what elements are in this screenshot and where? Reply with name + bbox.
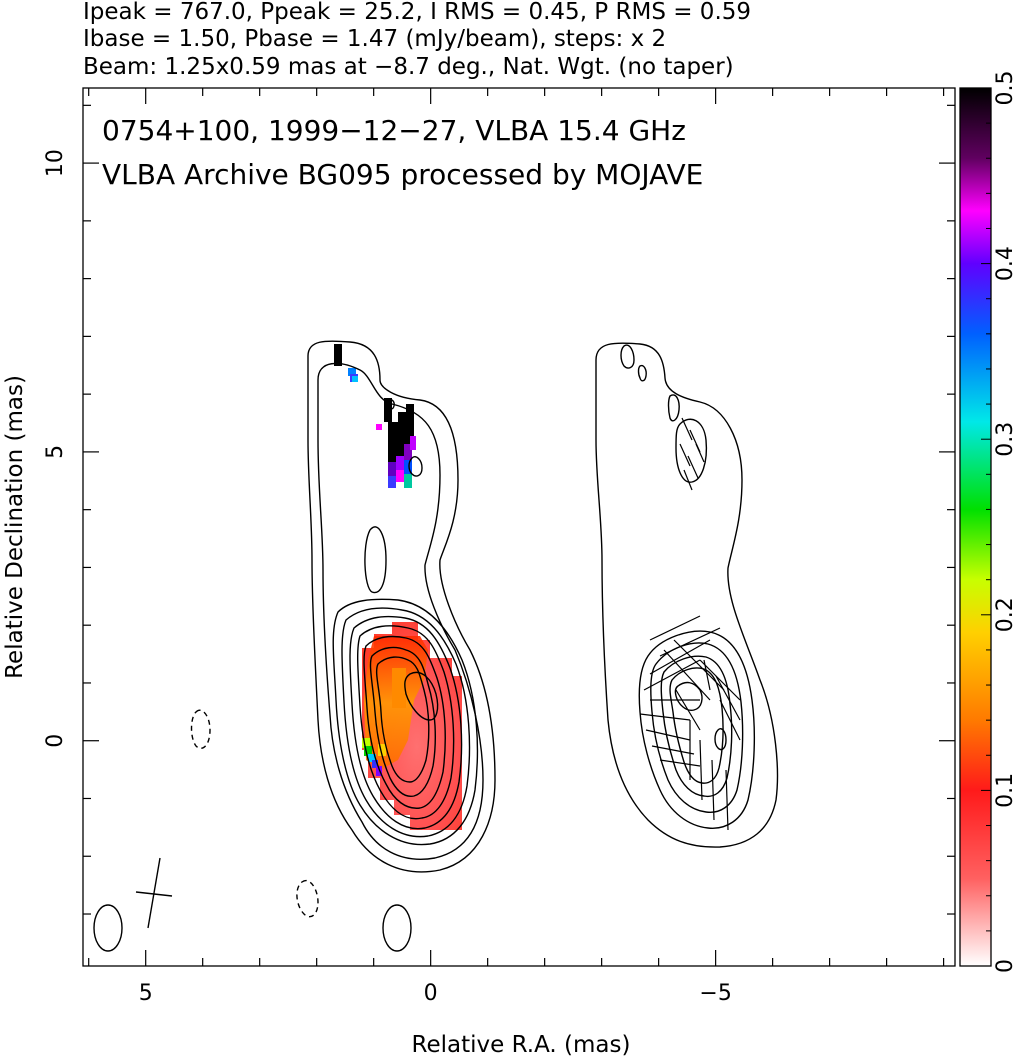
intensity-contours-left	[190, 340, 496, 918]
colorbar-tick-label: 0.2	[993, 597, 1018, 632]
chart-subtitle: VLBA Archive BG095 processed by MOJAVE	[102, 158, 703, 191]
y-tick-label: 10	[43, 149, 68, 177]
colorbar-tick-label: 0.4	[993, 246, 1018, 281]
y-tick-label: 5	[43, 445, 68, 459]
colorbar	[959, 87, 992, 967]
beam-ellipse	[93, 904, 123, 952]
polarization-scale-bar	[135, 857, 173, 929]
header-line-3: Beam: 1.25x0.59 mas at −8.7 deg., Nat. W…	[83, 54, 734, 80]
beam-ellipse-2	[382, 904, 412, 952]
colorbar-tick-label: 0.3	[993, 422, 1018, 457]
x-tick-label: 5	[139, 981, 153, 1006]
colorbar-tick-label: 0.1	[993, 773, 1018, 808]
chart-title: 0754+100, 1999−12−27, VLBA 15.4 GHz	[102, 114, 686, 147]
header-line-1: Ipeak = 767.0, Ppeak = 25.2, I RMS = 0.4…	[83, 0, 751, 25]
colorbar-tick-label: 0	[993, 959, 1018, 973]
intensity-contours-right	[595, 342, 779, 848]
colorbar-tick-label: 0.5	[993, 71, 1018, 106]
y-axis: 0 5 10	[43, 104, 955, 915]
fractional-polarization-image	[334, 344, 462, 830]
colorbar-axis: 0 0.1 0.2 0.3 0.4 0.5	[981, 71, 1018, 973]
y-axis-label: Relative Declination (mas)	[2, 375, 28, 679]
header-line-2: Ibase = 1.50, Pbase = 1.47 (mJy/beam), s…	[83, 26, 666, 52]
x-axis-label: Relative R.A. (mas)	[412, 1032, 631, 1058]
x-tick-label: 0	[424, 981, 438, 1006]
evpa-vectors	[639, 417, 741, 831]
y-tick-label: 0	[43, 734, 68, 748]
map-content	[93, 340, 779, 952]
plot-frame	[82, 87, 956, 967]
x-axis: 5 0 −5	[88, 88, 945, 1006]
x-tick-label: −5	[699, 981, 731, 1006]
